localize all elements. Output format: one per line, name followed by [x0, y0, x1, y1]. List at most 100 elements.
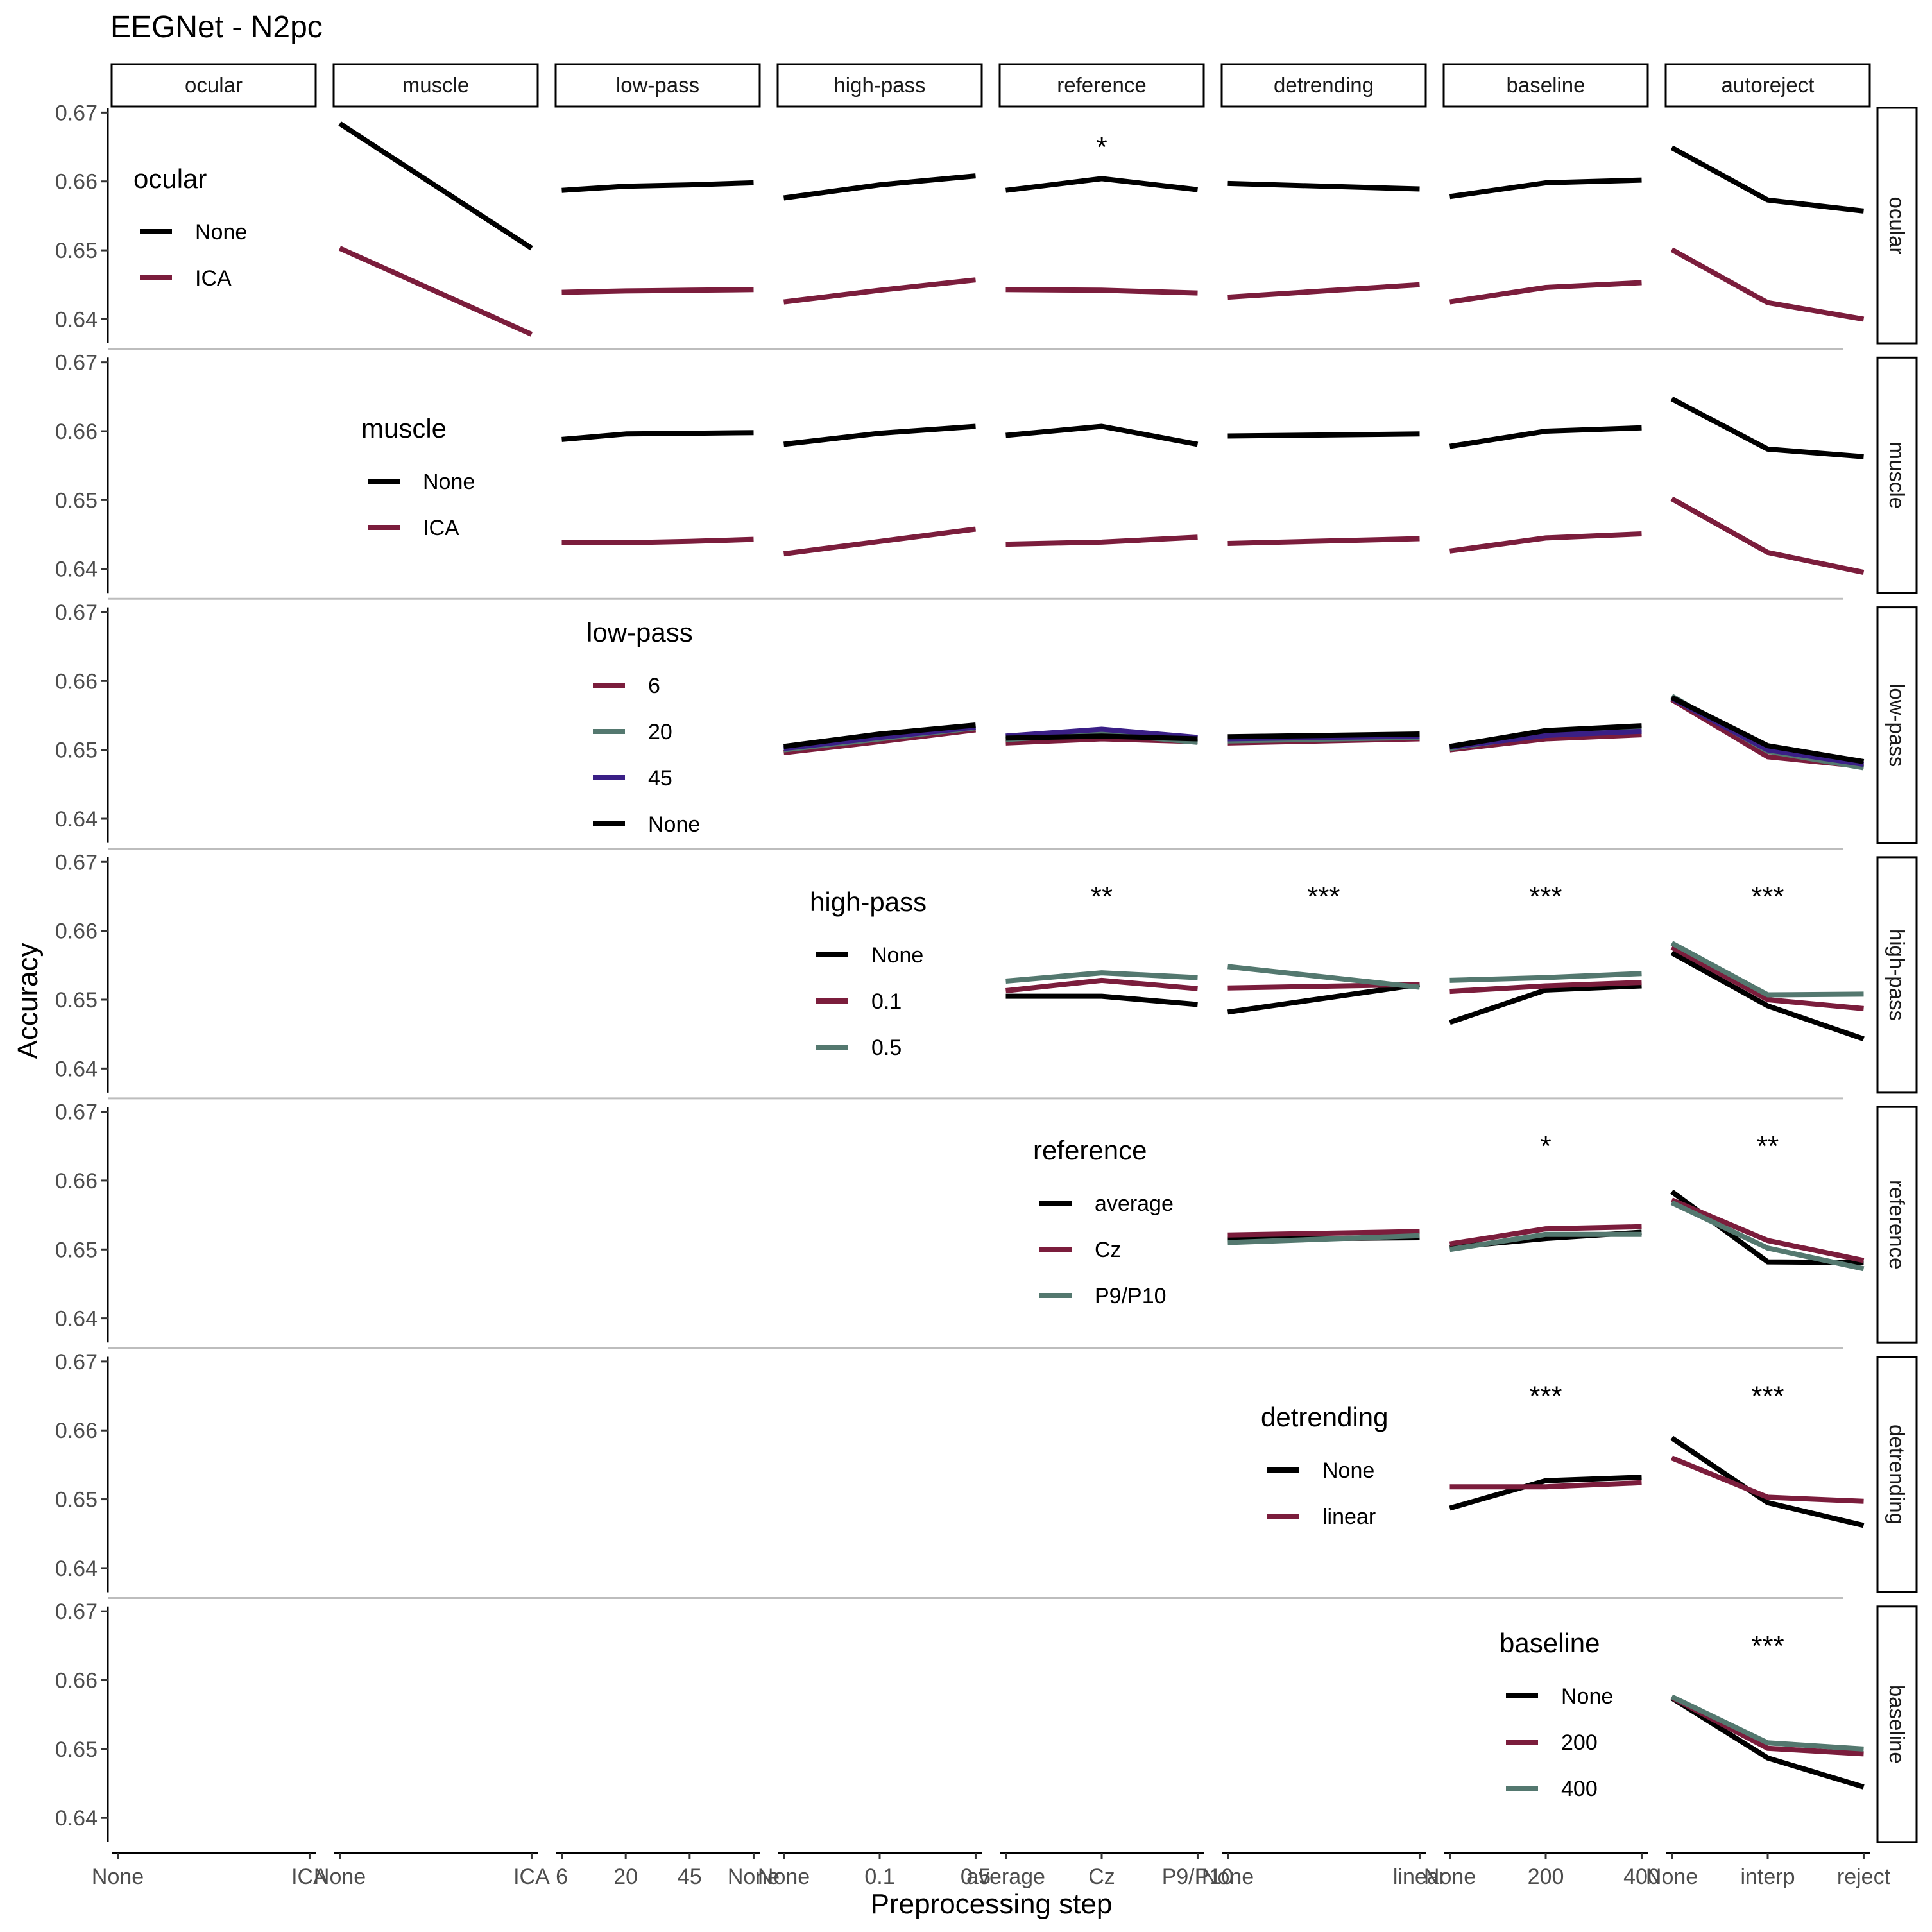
y-axis-row-ocular: 0.64 0.65 0.66 0.67: [55, 101, 1843, 350]
row-strip-low-pass: low-pass: [1876, 606, 1918, 844]
legend-label: None: [195, 220, 247, 244]
legend-label: 45: [648, 766, 672, 791]
panel-muscle-reference: [1005, 423, 1199, 547]
y-tick-label: 0.67: [55, 1600, 98, 1624]
row-strip-muscle: muscle: [1876, 356, 1918, 594]
x-tick-label: ICA: [291, 1865, 328, 1889]
x-tick-label: None: [92, 1865, 144, 1889]
x-tick-label: None: [758, 1865, 810, 1889]
y-tick-label: 0.66: [55, 669, 98, 694]
panel-low-pass-detrending: [1227, 731, 1420, 746]
x-axis-ocular: None ICA: [92, 1852, 328, 1889]
legend-label: ICA: [423, 516, 459, 540]
series-line-None: [1670, 1435, 1865, 1528]
panel-ocular-reference: [1005, 176, 1198, 296]
legend-item: ICA: [140, 266, 232, 291]
legend-label: 0.5: [871, 1036, 902, 1060]
x-axis-autoreject: None interp reject: [1646, 1852, 1891, 1889]
series-line-ICA: [1670, 247, 1865, 322]
legend-item: linear: [1267, 1505, 1376, 1529]
strip-box: [776, 63, 983, 108]
series-line-None: [1670, 397, 1864, 459]
series-line-None: [338, 121, 533, 251]
strip-box: [110, 63, 317, 108]
panel-reference-baseline: [1449, 1224, 1642, 1252]
series-line-None: [783, 423, 976, 447]
series-line-linear: [1449, 1480, 1642, 1490]
series-line-ICA: [338, 246, 533, 337]
row-strip-box: [1876, 356, 1918, 594]
series-line-Cz: [1449, 1224, 1642, 1247]
y-tick-label: 0.67: [55, 601, 98, 625]
row-strip-label: low-pass: [1885, 683, 1909, 767]
series-line-0.5: [1670, 941, 1864, 998]
y-tick-label: 0.67: [55, 1350, 98, 1374]
panel-muscle-autoreject: [1670, 397, 1865, 576]
legend-item: average: [1039, 1192, 1174, 1216]
panel-low-pass-autoreject: [1670, 694, 1865, 771]
significance-annotation: ***: [1307, 881, 1340, 912]
y-tick-label: 0.64: [55, 1557, 98, 1581]
significance-annotation: **: [1091, 881, 1113, 912]
y-tick-label: 0.66: [55, 420, 98, 444]
legend-item: 6: [593, 674, 660, 698]
panel-ocular-high-pass: [783, 173, 976, 305]
row-strip-label: ocular: [1885, 197, 1909, 255]
panel-high-pass-detrending: [1227, 964, 1421, 1015]
row-strip-box: [1876, 856, 1918, 1094]
panel-ocular-muscle: [338, 121, 533, 337]
y-tick-label: 0.66: [55, 1419, 98, 1443]
row-strip-label: muscle: [1885, 442, 1909, 509]
x-tick-label: None: [1424, 1865, 1476, 1889]
legend-title: baseline: [1500, 1628, 1600, 1658]
legend-low-pass: low-pass 6 20 45 None: [586, 617, 700, 837]
y-tick-label: 0.66: [55, 1669, 98, 1693]
legend-label: None: [423, 470, 475, 494]
panel-low-pass-reference: [1005, 726, 1198, 746]
series-line-None: [1005, 423, 1199, 447]
panel-detrending-autoreject: [1670, 1435, 1865, 1528]
legend-item: 20: [593, 720, 672, 744]
series-line-400: [1670, 1694, 1864, 1752]
series-line-None: [1227, 431, 1420, 439]
panel-muscle-low-pass: [561, 430, 754, 545]
significance-annotation: ***: [1751, 1630, 1784, 1662]
y-axis-row-reference: 0.64 0.65 0.66 0.67: [55, 1100, 1843, 1349]
y-tick-label: 0.64: [55, 1307, 98, 1331]
series-line-ICA: [1449, 531, 1642, 554]
legend-label: P9/P10: [1095, 1284, 1167, 1308]
series-line-None: [1449, 177, 1642, 200]
y-tick-label: 0.67: [55, 101, 98, 125]
plot-panels: *** *** *** **** ***** ******: [338, 121, 1865, 1790]
y-tick-label: 0.67: [55, 351, 98, 375]
strip-box: [998, 63, 1205, 108]
row-strip-box: [1876, 1605, 1918, 1843]
series-line-ICA: [783, 526, 977, 557]
legend-item: Cz: [1039, 1238, 1122, 1262]
x-axis-reference: average Cz P9/P10: [966, 1852, 1233, 1889]
legend-label: 400: [1561, 1777, 1598, 1801]
x-axis-title: Preprocessing step: [871, 1888, 1113, 1920]
x-tick-label: None: [1202, 1865, 1254, 1889]
x-tick-label: Cz: [1088, 1865, 1115, 1889]
y-tick-label: 0.65: [55, 488, 98, 513]
series-line-None: [1005, 733, 1198, 742]
series-line-None: [1670, 950, 1865, 1041]
y-tick-label: 0.65: [55, 739, 98, 763]
x-tick-label: ICA: [513, 1865, 550, 1889]
legend-label: None: [871, 943, 923, 968]
x-tick-label: 0.1: [864, 1865, 894, 1889]
legend-title: high-pass: [810, 887, 927, 917]
series-line-None: [1449, 723, 1642, 749]
series-line-0.1: [1670, 945, 1864, 1011]
series-line-P9/P10: [1449, 1231, 1642, 1252]
panel-low-pass-baseline: [1449, 723, 1642, 753]
series-line-0.1: [1449, 980, 1642, 995]
y-tick-label: 0.64: [55, 1806, 98, 1831]
y-tick-label: 0.64: [55, 807, 98, 832]
strip-detrending: detrending: [1220, 63, 1427, 108]
series-line-ICA: [1670, 496, 1865, 576]
series-line-ICA: [1227, 536, 1420, 546]
panel-baseline-autoreject: [1670, 1694, 1865, 1790]
